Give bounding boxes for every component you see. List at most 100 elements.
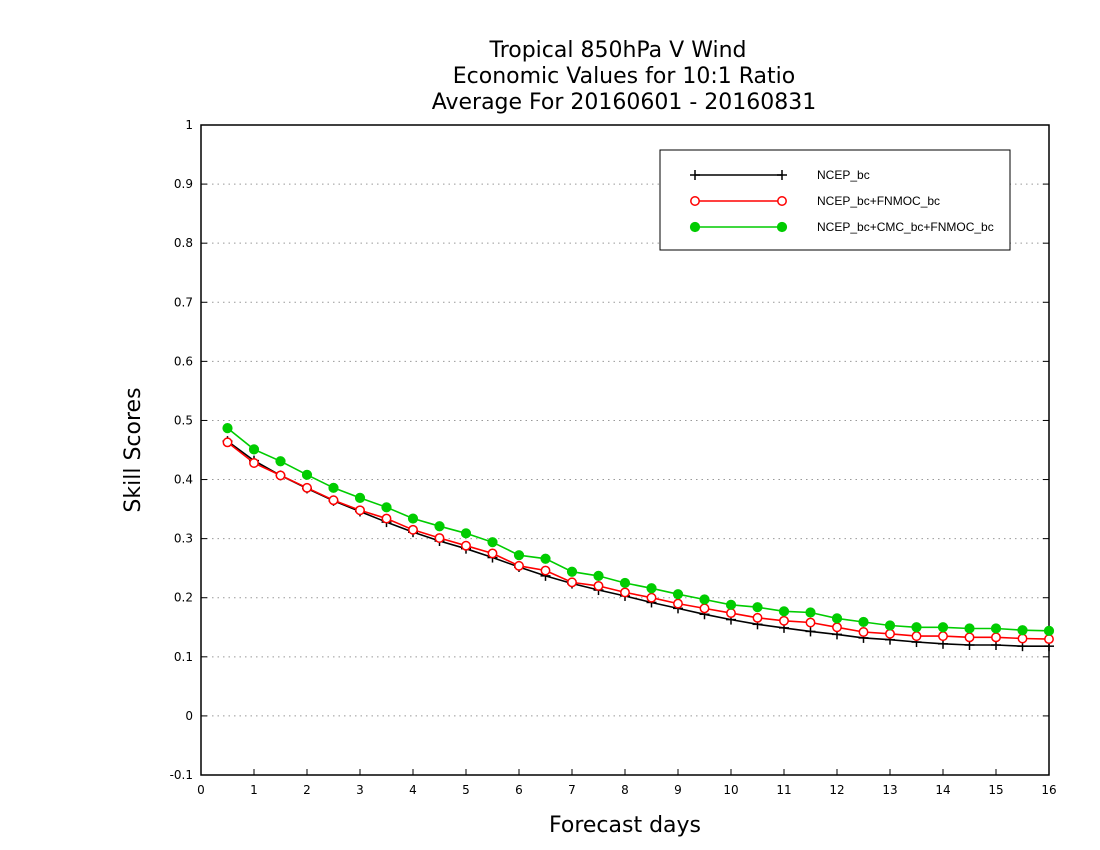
data-point xyxy=(381,502,392,513)
x-tick-label: 7 xyxy=(568,783,576,797)
data-point xyxy=(513,550,525,561)
y-tick-label: 0.7 xyxy=(174,295,193,309)
data-point xyxy=(1017,625,1028,636)
data-point xyxy=(222,423,233,434)
legend-label: NCEP_bc+FNMOC_bc xyxy=(817,194,940,208)
legend-marker xyxy=(777,196,787,206)
data-point xyxy=(487,537,498,548)
data-point xyxy=(832,622,842,633)
data-point xyxy=(567,577,577,588)
data-point xyxy=(566,566,578,577)
data-point xyxy=(778,606,790,617)
data-point xyxy=(328,482,339,493)
x-tick-label: 4 xyxy=(409,783,417,797)
data-point xyxy=(752,612,763,623)
legend-marker xyxy=(689,221,701,233)
legend-item: NCEP_bc+FNMOC_bc xyxy=(690,194,940,208)
y-tick-label: 0.6 xyxy=(174,354,193,368)
data-point xyxy=(620,587,630,598)
series-2 xyxy=(222,437,1054,645)
data-point xyxy=(672,589,684,600)
data-point xyxy=(911,622,922,633)
y-axis-label: Skill Scores xyxy=(121,387,146,512)
data-point xyxy=(990,623,1002,634)
series-1 xyxy=(222,436,1054,652)
data-point xyxy=(540,565,551,576)
y-tick-label: 0.3 xyxy=(174,532,193,546)
data-point xyxy=(858,627,869,637)
data-point xyxy=(779,615,789,626)
data-point xyxy=(593,580,604,591)
data-point xyxy=(434,521,445,532)
x-tick-label: 5 xyxy=(462,783,470,797)
x-axis-label: Forecast days xyxy=(549,813,701,838)
legend-marker xyxy=(690,196,700,206)
data-point xyxy=(885,628,895,639)
data-point xyxy=(1044,634,1054,645)
data-point xyxy=(991,632,1001,643)
data-point xyxy=(911,631,922,642)
data-point xyxy=(249,458,259,468)
series-line xyxy=(226,427,1050,632)
data-point xyxy=(858,616,869,628)
data-point xyxy=(461,540,471,551)
data-point xyxy=(1043,625,1055,636)
data-point xyxy=(540,553,551,564)
data-point xyxy=(222,437,233,448)
legend-box xyxy=(659,149,1011,251)
data-point xyxy=(699,594,710,605)
data-point xyxy=(248,444,260,455)
data-point xyxy=(619,577,631,589)
data-point xyxy=(752,602,763,613)
data-point xyxy=(1017,633,1028,644)
data-point xyxy=(302,482,312,493)
title-line-3: Average For 20160601 - 20160831 xyxy=(432,90,817,115)
data-point xyxy=(434,533,445,543)
title-line-2: Economic Values for 10:1 Ratio xyxy=(453,64,795,89)
data-point xyxy=(275,456,286,467)
legend-marker xyxy=(777,170,787,180)
data-point xyxy=(937,622,949,633)
data-point xyxy=(328,495,339,506)
data-point xyxy=(964,623,975,634)
y-tick-label: 1 xyxy=(185,118,193,132)
x-tick-label: 2 xyxy=(303,783,311,797)
x-tick-label: 1 xyxy=(250,783,258,797)
chart-title: Tropical 850hPa V Wind Economic Values f… xyxy=(432,38,817,115)
data-point xyxy=(831,613,843,624)
x-tick-label: 14 xyxy=(935,783,950,797)
x-tick-label: 11 xyxy=(776,783,791,797)
x-tick-label: 15 xyxy=(988,783,1003,797)
data-point xyxy=(805,607,816,618)
legend-marker xyxy=(776,221,788,233)
data-point xyxy=(646,592,657,603)
series-line xyxy=(227,440,1049,648)
legend-label: NCEP_bc+CMC_bc+FNMOC_bc xyxy=(817,220,994,234)
x-tick-label: 13 xyxy=(882,783,897,797)
series-3 xyxy=(222,423,1055,636)
x-tick-label: 10 xyxy=(723,783,738,797)
data-point xyxy=(964,632,975,643)
y-tick-label: 0 xyxy=(185,709,193,723)
series-layer xyxy=(222,423,1055,652)
legend-label: NCEP_bc xyxy=(817,168,870,182)
data-point xyxy=(699,603,710,614)
data-point xyxy=(805,617,816,628)
legend-item: NCEP_bc xyxy=(690,168,870,182)
y-tick-label: -0.1 xyxy=(170,768,193,782)
y-tick-label: 0.1 xyxy=(174,650,193,664)
data-point xyxy=(593,570,604,581)
data-point xyxy=(460,528,472,539)
data-point xyxy=(275,470,286,481)
y-tick-label: 0.5 xyxy=(174,413,193,427)
y-axis: -0.1 0 0.1 0.2 0.3 0.4 0.5 0.6 0.7 0.8 0.9 1 xyxy=(170,118,1049,782)
data-point xyxy=(487,548,498,559)
y-tick-label: 0.8 xyxy=(174,236,193,250)
data-point xyxy=(355,505,365,516)
legend-item: NCEP_bc+CMC_bc+FNMOC_bc xyxy=(689,220,994,234)
data-point xyxy=(514,560,524,571)
data-point xyxy=(301,469,313,480)
x-tick-label: 9 xyxy=(674,783,682,797)
data-point xyxy=(673,598,683,609)
